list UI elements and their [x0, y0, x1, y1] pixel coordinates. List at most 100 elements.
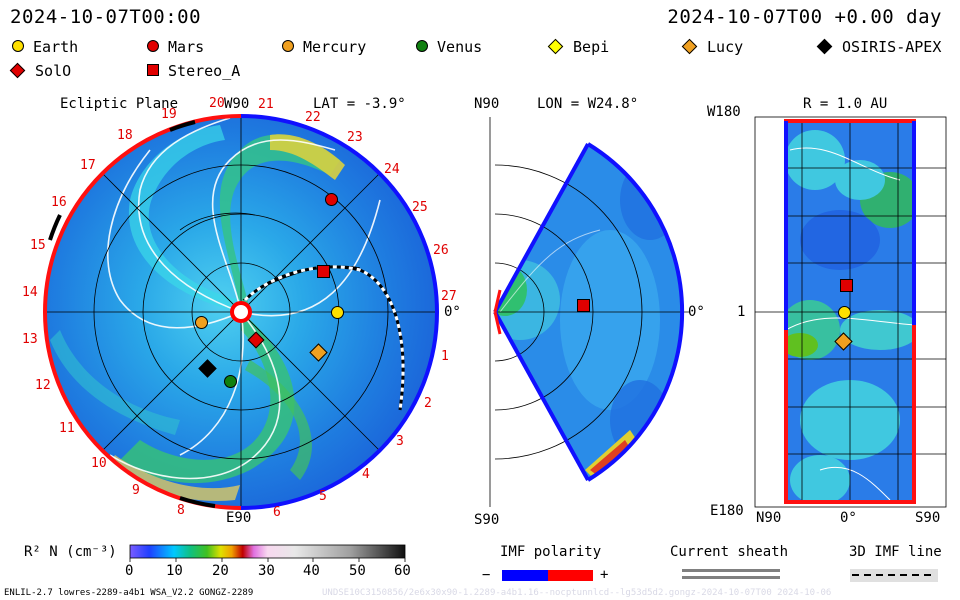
imf-polarity-title: IMF polarity	[500, 544, 602, 560]
carrington-label: 19	[161, 107, 177, 122]
carrington-label: 18	[117, 128, 133, 143]
stereo-a-marker-icon	[317, 265, 330, 278]
carrington-label: 1	[441, 349, 449, 364]
sphere-top-label: W180	[707, 104, 741, 120]
carrington-label: 5	[319, 489, 327, 504]
stereo-a-marker-icon	[147, 64, 159, 76]
legend-item-lucy: Lucy	[681, 38, 744, 56]
carrington-label: 2	[424, 396, 432, 411]
mars-marker-icon	[147, 40, 159, 52]
venus-marker-icon	[416, 40, 428, 52]
legend-label: OSIRIS-APEX	[842, 38, 942, 56]
stereo-a-marker-icon	[577, 299, 590, 312]
legend-item-stereo-a: Stereo_A	[147, 62, 240, 80]
colorbar-tick: 50	[349, 563, 366, 579]
density-colorbar	[129, 544, 406, 562]
carrington-label: 12	[35, 378, 51, 393]
imf-polarity-plus: +	[600, 567, 609, 583]
sphere-radius: R = 1.0 AU	[803, 96, 888, 112]
legend-label: Bepi	[573, 38, 610, 56]
carrington-label: 9	[132, 483, 140, 498]
carrington-label: 14	[22, 285, 38, 300]
colorbar-tick: 40	[303, 563, 320, 579]
legend-item-mercury: Mercury	[282, 38, 366, 56]
meridional-top-label: N90	[474, 96, 500, 112]
ecliptic-title: Ecliptic Plane	[60, 96, 179, 112]
ecliptic-bottom-label: E90	[226, 510, 252, 526]
footer-model-info: ENLIL-2.7 lowres-2289-a4b1 WSA_V2.2 GONG…	[4, 588, 254, 598]
carrington-label: 26	[433, 243, 449, 258]
colorbar-label: R² N (cm⁻³)	[24, 544, 117, 560]
mars-marker-icon	[325, 193, 338, 206]
bepi-marker-icon	[547, 38, 564, 55]
colorbar-tick: 10	[166, 563, 183, 579]
sphere-bottom-s90: S90	[915, 510, 941, 526]
legend-item-earth: Earth	[12, 38, 78, 56]
legend-label: Mercury	[303, 38, 367, 56]
date-left: 2024-10-07T00:00	[10, 6, 202, 28]
legend-label: Earth	[33, 38, 79, 56]
sphere-left-label: 1	[737, 304, 746, 320]
imf-line-legend	[850, 569, 938, 582]
legend-item-bepi: Bepi	[547, 38, 610, 56]
ecliptic-top-label: W90	[224, 96, 250, 112]
carrington-label: 8	[177, 503, 185, 518]
sphere-bottom-zero: 0°	[840, 510, 857, 526]
imf-polarity-minus: −	[482, 567, 491, 583]
meridional-plane-panel	[489, 117, 690, 507]
legend-label: SolO	[35, 62, 72, 80]
carrington-label: 13	[22, 332, 38, 347]
carrington-label: 24	[384, 162, 400, 177]
carrington-label: 27	[441, 289, 457, 304]
lucy-marker-icon	[681, 38, 698, 55]
legend-item-solo: SolO	[9, 62, 72, 80]
carrington-label: 6	[273, 505, 281, 520]
colorbar-tick: 0	[125, 563, 134, 579]
footer-run-id: UNDSE10C3150856/2e6x30x90-1.2289-a4b1.16…	[322, 588, 832, 598]
current-sheath-title: Current sheath	[670, 544, 789, 560]
imf-polarity-bar	[502, 570, 593, 581]
earth-marker-icon	[12, 40, 24, 52]
venus-marker-icon	[224, 375, 237, 388]
legend-label: Venus	[437, 38, 483, 56]
carrington-label: 25	[412, 200, 428, 215]
ecliptic-plane-panel	[42, 114, 440, 510]
earth-marker-icon	[331, 306, 344, 319]
current-sheath-legend	[682, 569, 780, 579]
legend-item-mars: Mars	[147, 38, 204, 56]
meridional-lon: LON = W24.8°	[537, 96, 639, 112]
carrington-label: 16	[51, 195, 67, 210]
sphere-bottom-left: E180	[710, 503, 744, 519]
carrington-label: 3	[396, 434, 404, 449]
solo-marker-icon	[9, 62, 26, 79]
carrington-label: 17	[80, 158, 96, 173]
legend-item-venus: Venus	[416, 38, 482, 56]
carrington-label: 21	[258, 97, 274, 112]
imf-line-title: 3D IMF line	[849, 544, 942, 560]
legend-label: Lucy	[707, 38, 744, 56]
ecliptic-right-label: 0°	[444, 304, 461, 320]
stereo-a-marker-icon	[840, 279, 853, 292]
carrington-label: 15	[30, 238, 46, 253]
legend-label: Mars	[168, 38, 205, 56]
earth-marker-icon	[838, 306, 851, 319]
carrington-label: 10	[91, 456, 107, 471]
meridional-right-label: 0°	[688, 304, 705, 320]
sphere-bottom-n90: N90	[756, 510, 782, 526]
colorbar-tick: 60	[394, 563, 411, 579]
osiris-apex-marker-icon	[816, 38, 833, 55]
colorbar-tick: 30	[258, 563, 275, 579]
meridional-bottom-label: S90	[474, 512, 500, 528]
colorbar-tick: 20	[212, 563, 229, 579]
legend-item-osiris-apex: OSIRIS-APEX	[816, 38, 942, 56]
carrington-label: 23	[347, 130, 363, 145]
ecliptic-lat: LAT = -3.9°	[313, 96, 406, 112]
date-right: 2024-10-07T00 +0.00 day	[667, 6, 942, 28]
sphere-map-panel	[754, 116, 947, 508]
carrington-label: 20	[209, 96, 225, 111]
carrington-label: 4	[362, 467, 370, 482]
mercury-marker-icon	[195, 316, 208, 329]
mercury-marker-icon	[282, 40, 294, 52]
carrington-label: 22	[305, 110, 321, 125]
